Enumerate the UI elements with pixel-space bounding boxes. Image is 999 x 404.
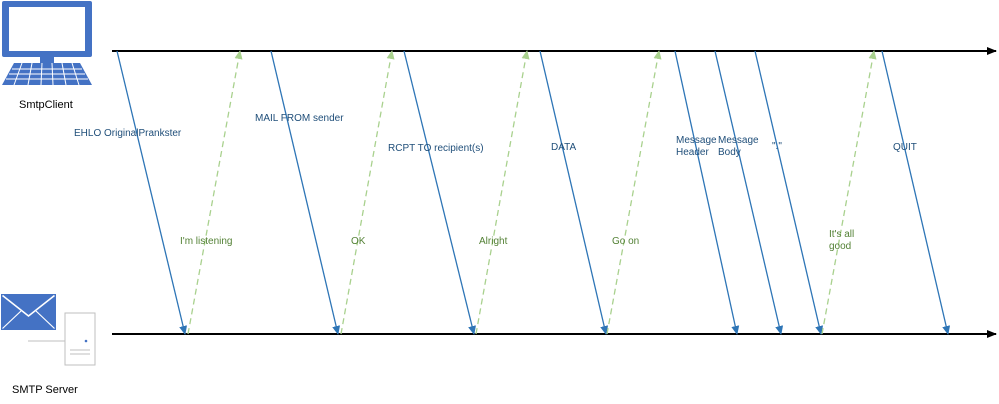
desktop-computer-icon <box>2 1 92 86</box>
message-label-line: Message <box>676 135 717 146</box>
message-arrow <box>340 50 395 335</box>
message-arrow <box>881 50 951 335</box>
message-label-line: Message <box>718 135 759 146</box>
message-label-line: Body <box>718 147 741 158</box>
messages-layer: EHLO OriginalPrankster I'm listening MAIL … <box>74 50 951 335</box>
message-label: Alright <box>479 236 508 247</box>
message-label: Message Body <box>718 135 759 158</box>
client-label: SmtpClient <box>19 99 73 111</box>
message-label-line: EHLO OriginalPrankster <box>74 128 182 139</box>
message-label-line: I'm listening <box>180 236 233 247</box>
message-arrow <box>270 50 341 335</box>
message-label: EHLO OriginalPrankster <box>74 128 182 139</box>
message-arrow <box>475 50 530 335</box>
message-label-line: RCPT TO recipient(s) <box>388 143 484 154</box>
message-label-line: It's all <box>829 229 854 240</box>
message-arrow <box>714 50 784 335</box>
message-label-line: "." <box>772 141 782 152</box>
message-label-line: DATA <box>551 142 577 153</box>
message-label-line: QUIT <box>893 142 917 153</box>
message-label: Message Header <box>676 135 717 158</box>
message-arrow <box>539 50 609 335</box>
message-label-line: OK <box>351 236 366 247</box>
message-label: RCPT TO recipient(s) <box>388 143 484 154</box>
message-arrow <box>403 50 476 335</box>
server-label: SMTP Server <box>12 384 78 396</box>
message-label-line: Alright <box>479 236 508 247</box>
message-label: Go on <box>612 236 639 247</box>
message-label-line: good <box>829 241 851 252</box>
message-label: I'm listening <box>180 236 233 247</box>
message-arrow <box>187 50 243 335</box>
message-arrow <box>754 50 824 335</box>
message-label-line: MAIL FROM sender <box>255 113 344 124</box>
message-label: "." <box>772 141 782 152</box>
message-label: QUIT <box>893 142 917 153</box>
message-arrow <box>116 50 188 335</box>
message-label: OK <box>351 236 366 247</box>
message-label: It's all good <box>829 229 854 252</box>
message-arrow <box>821 50 877 335</box>
message-label: MAIL FROM sender <box>255 113 344 124</box>
message-label: DATA <box>551 142 577 153</box>
message-label-line: Go on <box>612 236 639 247</box>
mail-server-icon <box>1 294 96 366</box>
message-arrow <box>674 50 740 335</box>
message-label-line: Header <box>676 147 709 158</box>
message-arrow <box>606 50 662 335</box>
